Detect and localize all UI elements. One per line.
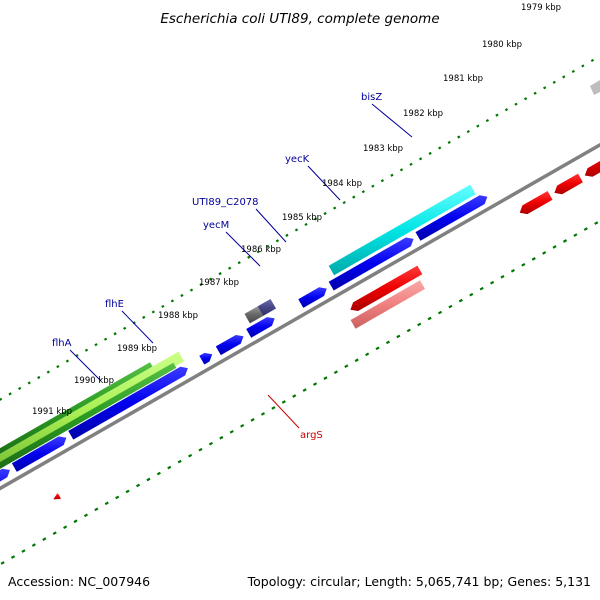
genome-stats-label: Topology: circular; Length: 5,065,741 bp… [247,574,591,589]
cds-unannotated [590,80,600,95]
gene-leader-flhA [69,349,102,382]
map-title: Escherichia coli UTI89, complete genome [160,11,439,27]
genome-backbone [0,142,600,491]
gene-highlight-flhE [0,362,153,454]
gene-highlight-UTI89_C2078 [257,299,276,316]
tick-label: 1989 kbp [117,344,157,354]
cds-reverse [519,191,553,215]
inner-tick-line [0,219,600,566]
cds-forward [11,436,67,472]
cds-forward [0,468,10,482]
tick-marks [0,54,600,566]
tick-label: 1979 kbp [521,3,561,13]
tick-labels: 1979 kbp 1980 kbp 1981 kbp 1982 kbp 1983 kbp… [32,3,561,417]
cds-reverse [554,173,583,195]
gene-label-bisZ: bisZ [361,92,382,103]
tick-label: 1988 kbp [158,311,198,321]
cds-reverse-small [53,493,61,500]
tick-label: 1985 kbp [282,213,322,223]
cds-forward [246,317,275,338]
gene-highlight-yecM [244,306,263,324]
gene-leader-bisZ [371,103,413,138]
gene-leader-yecK [307,165,341,201]
tick-label: 1990 kbp [74,376,114,386]
outer-tick-line [0,54,600,401]
gene-label-flhA: flhA [52,338,72,349]
cds-forward [199,352,213,365]
gene-label-yecK: yecK [285,154,310,165]
tick-label: 1986 kbp [241,245,281,255]
accession-label: Accession: NC_007946 [8,574,150,589]
cds-reverse [584,161,600,177]
tick-label: 1982 kbp [403,109,443,119]
tick-label: 1987 kbp [199,278,239,288]
tick-label: 1983 kbp [363,144,403,154]
tick-label: 1991 kbp [32,407,72,417]
gene-leader-flhE [121,310,154,344]
gene-label-UTI89_C2078: UTI89_C2078 [192,197,259,208]
cds-forward [298,287,327,308]
cds-forward [328,237,414,291]
gene-leader-UTI89_C2078 [255,208,287,243]
tick-label: 1984 kbp [322,179,362,189]
gene-highlight-bisZ [328,184,476,276]
gene-labels: bisZ yecK UTI89_C2078 yecM flhE flhA argS [52,92,382,441]
gene-highlight-flhA-dark [0,362,177,469]
gene-leader-yecM [225,231,261,267]
gene-label-argS: argS [300,430,323,441]
gene-leader-argS [267,394,300,429]
cds-forward [215,335,244,356]
cds-forward [68,366,188,440]
feature-track [0,80,600,500]
gene-label-leaders [69,103,413,429]
gene-highlight-argS [350,280,425,329]
cds-reverse [350,265,423,311]
cds-forward [415,195,488,241]
tick-label: 1981 kbp [443,74,483,84]
tick-label: 1980 kbp [482,40,522,50]
backbone-line [0,142,600,491]
gene-label-yecM: yecM [203,220,229,231]
gene-label-flhE: flhE [105,299,124,310]
